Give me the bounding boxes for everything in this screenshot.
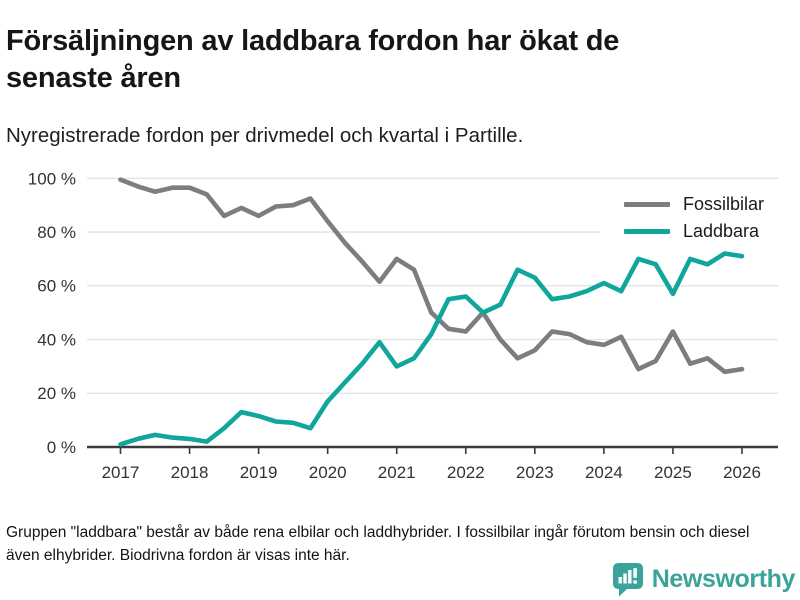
page-title: Försäljningen av laddbara fordon har öka…	[6, 25, 620, 95]
y-axis-tick-label: 60 %	[37, 277, 76, 296]
y-axis-tick-label: 80 %	[37, 223, 76, 242]
x-axis-tick-label: 2023	[516, 463, 554, 482]
newsworthy-logo: Newsworthy	[611, 562, 795, 597]
y-axis-tick-label: 100 %	[28, 169, 76, 188]
legend-label-laddbara: Laddbara	[682, 221, 760, 241]
y-axis-tick-label: 20 %	[37, 384, 76, 403]
chart-footnote: Gruppen "laddbara" består av både rena e…	[6, 524, 750, 564]
legend-item-laddbara: Laddbara	[623, 221, 764, 242]
y-axis-tick-label: 0 %	[47, 438, 76, 457]
x-axis-tick-label: 2021	[378, 463, 416, 482]
x-axis-tick-label: 2026	[723, 463, 761, 482]
page-subtitle: Nyregistrerade fordon per drivmedel och …	[6, 124, 524, 147]
legend-swatch-laddbara-icon	[623, 229, 670, 234]
newsworthy-logo-icon	[612, 563, 643, 597]
legend-item-fossilbilar: Fossilbilar	[623, 194, 764, 215]
series-line-fossilbilar	[118, 177, 745, 375]
x-axis-tick-label: 2019	[240, 463, 278, 482]
chart-legend: Fossilbilar Laddbara	[599, 192, 788, 244]
x-axis-tick-label: 2017	[102, 463, 140, 482]
x-axis-tick-label: 2018	[171, 463, 209, 482]
x-axis-tick-label: 2025	[654, 463, 692, 482]
x-axis-tick-label: 2020	[309, 463, 347, 482]
x-axis-tick-label: 2022	[447, 463, 485, 482]
series-line-laddbara	[118, 251, 745, 447]
newsworthy-logo-text: Newsworthy	[651, 565, 796, 593]
x-axis-tick-label: 2024	[585, 463, 623, 482]
legend-label-fossilbilar: Fossilbilar	[682, 194, 764, 214]
legend-swatch-fossilbilar-icon	[623, 202, 670, 207]
y-axis-tick-label: 40 %	[37, 330, 76, 349]
